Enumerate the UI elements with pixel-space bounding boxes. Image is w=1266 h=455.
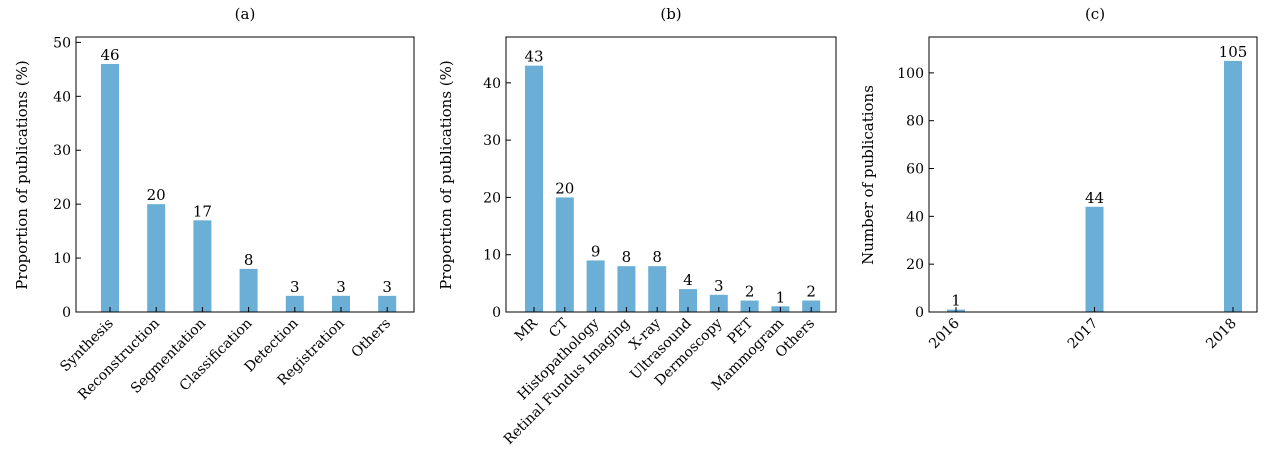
x-tick-label: 2016 — [926, 315, 963, 352]
bar — [1224, 60, 1242, 313]
bar — [709, 294, 728, 312]
data-label: 2 — [806, 283, 816, 301]
panel-b-title: (b) — [660, 5, 681, 23]
y-tick-label: 50 — [53, 35, 71, 51]
panel-a: (a) Proportion of publications (%) 0 10 20… — [13, 5, 415, 404]
panel-a-frame — [75, 36, 415, 313]
x-tick-label: 2017 — [1065, 316, 1102, 353]
data-label: 17 — [193, 202, 212, 220]
data-label: 8 — [652, 248, 662, 266]
data-label: 43 — [524, 48, 543, 66]
data-label: 2 — [745, 283, 755, 301]
data-label: 3 — [714, 277, 724, 295]
bar — [617, 266, 636, 312]
y-tick-label: 40 — [53, 89, 71, 105]
bar — [147, 204, 166, 312]
x-tick-label: Reconstruction — [75, 316, 163, 404]
panel-c-ylabel: Number of publications — [859, 85, 877, 265]
bar — [525, 65, 543, 312]
data-label: 8 — [622, 248, 632, 266]
panel-a-title: (a) — [235, 5, 256, 23]
panel-c-title: (c) — [1085, 5, 1105, 23]
bar — [555, 197, 574, 312]
data-label: 4 — [683, 271, 693, 289]
panel-b-frame — [505, 36, 837, 313]
bar — [378, 295, 397, 312]
y-tick-label: 10 — [483, 248, 501, 264]
y-tick-label: 20 — [906, 257, 924, 273]
y-tick-label: 40 — [906, 209, 924, 225]
panel-c: (c) Number of publications 0 20 40 60 80 100 1… — [859, 5, 1258, 352]
y-tick-label: 40 — [483, 76, 501, 92]
y-tick-label: 10 — [53, 251, 71, 267]
panel-b: (b) Proportion of publications (%) 0 10 20… — [437, 5, 837, 448]
panel-c-marks: 0 20 40 60 80 100 1 2016 44 2017 105 2018 — [897, 43, 1247, 352]
data-label: 1 — [776, 288, 786, 306]
panel-b-ylabel: Proportion of publications (%) — [437, 60, 455, 289]
bar — [193, 220, 212, 312]
data-label: 3 — [290, 278, 300, 296]
x-tick-label: MR — [512, 315, 541, 344]
bar — [239, 268, 258, 312]
y-tick-label: 30 — [483, 133, 501, 149]
bar — [740, 300, 759, 312]
panel-c-frame — [928, 36, 1258, 313]
data-label: 3 — [382, 278, 392, 296]
y-tick-label: 0 — [62, 305, 71, 321]
bar — [1085, 206, 1104, 312]
data-label: 20 — [147, 186, 166, 204]
bar — [285, 295, 304, 312]
panel-a-marks: 0102030405046Synthesis20Reconstruction17… — [53, 35, 397, 404]
y-tick-label: 0 — [492, 305, 501, 321]
panel-b-marks: 01020304043MR20CT9Histopathology8Retinal… — [483, 48, 821, 448]
bar — [648, 266, 667, 312]
y-tick-label: 20 — [483, 190, 501, 206]
y-tick-label: 80 — [906, 114, 924, 130]
x-tick-label: Others — [349, 316, 394, 361]
bar — [101, 63, 119, 312]
data-label: 20 — [555, 179, 574, 197]
bar — [586, 260, 605, 312]
x-tick-label: 2018 — [1203, 316, 1240, 353]
y-tick-label: 30 — [53, 143, 71, 159]
y-tick-label: 0 — [915, 305, 924, 321]
panel-a-ylabel: Proportion of publications (%) — [13, 60, 31, 289]
bar — [679, 289, 697, 312]
data-label: 8 — [244, 251, 254, 269]
data-label: 3 — [336, 278, 346, 296]
y-tick-label: 100 — [897, 66, 924, 82]
bar — [332, 295, 350, 312]
data-label: 105 — [1219, 43, 1248, 61]
data-label: 44 — [1085, 189, 1104, 207]
data-label: 1 — [951, 292, 961, 310]
bar — [802, 300, 821, 312]
y-tick-label: 20 — [53, 197, 71, 213]
data-label: 9 — [591, 242, 601, 260]
y-tick-label: 60 — [906, 162, 924, 178]
data-label: 46 — [100, 46, 119, 64]
